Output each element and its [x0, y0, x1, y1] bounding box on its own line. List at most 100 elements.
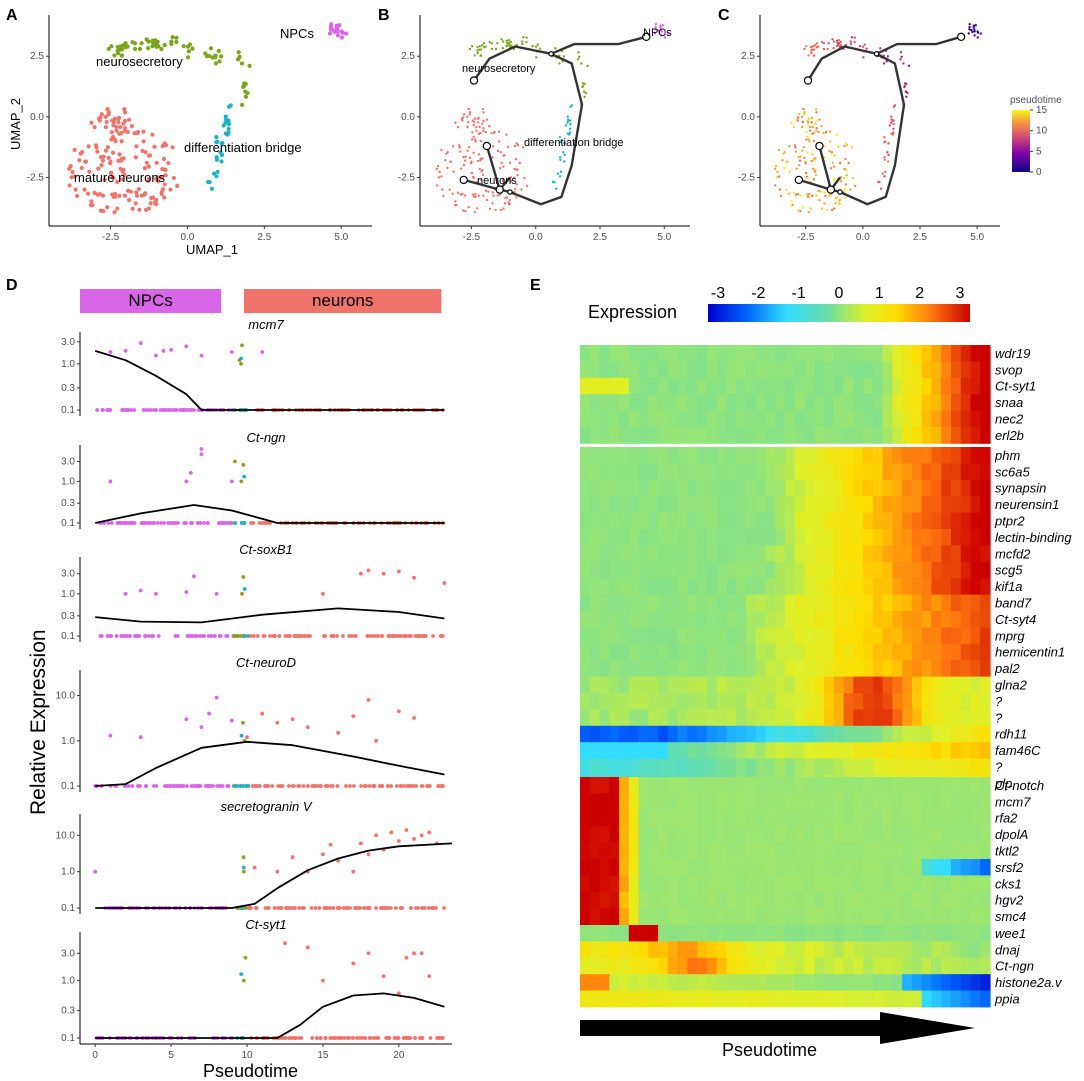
cell-point-pseudotime — [834, 196, 838, 200]
heatmap-cell — [599, 394, 610, 411]
heatmap-cell — [980, 891, 991, 909]
heatmap-cell — [843, 758, 854, 776]
heatmap-cell — [648, 758, 659, 776]
heatmap-cell — [902, 427, 913, 444]
heatmap-cell — [619, 826, 630, 843]
cell-point-mature-neurons — [435, 184, 439, 187]
heatmap-cell — [638, 643, 649, 661]
cell-point-mature-neurons — [106, 155, 111, 160]
heatmap-cell — [814, 394, 825, 411]
cell-point-mature-neurons — [119, 177, 124, 182]
heatmap-cell — [648, 611, 659, 628]
heatmap-cell — [941, 394, 952, 411]
heatmap-cell — [863, 777, 874, 794]
heatmap-cell — [619, 594, 630, 612]
heatmap-cell — [726, 709, 737, 727]
heatmap-cell — [667, 594, 679, 612]
heatmap-cell — [931, 693, 942, 710]
heatmap-cell — [794, 875, 806, 893]
heatmap-cell — [755, 742, 767, 759]
heatmap-cell — [814, 627, 825, 645]
heatmap-cell — [667, 643, 679, 661]
cell-point-pseudotime — [905, 82, 908, 86]
heatmap-cell — [648, 974, 659, 991]
cell-point-mature-neurons — [114, 128, 119, 133]
heatmap-cell — [599, 974, 610, 991]
heatmap-cell — [638, 377, 649, 395]
heatmap-cell — [853, 990, 864, 1008]
cell-point-pseudotime — [906, 91, 909, 95]
heatmap-cell — [950, 447, 962, 464]
heatmap-cell — [677, 545, 688, 563]
cell-point-neurosecretory — [586, 64, 589, 68]
heatmap-cell — [716, 529, 728, 546]
heatmap-cell — [794, 611, 806, 628]
cell-point-neurosecretory — [150, 38, 155, 43]
heatmap-cell — [667, 891, 679, 909]
heatmap-cell — [609, 742, 620, 759]
heatmap-cell — [872, 345, 884, 362]
expression-point-neuron — [366, 568, 371, 573]
cell-point-mature-neurons — [516, 143, 520, 147]
heatmap-cell — [697, 377, 708, 395]
heatmap-cell — [824, 693, 835, 710]
heatmap-cell — [931, 643, 942, 661]
expression-point-neuron — [404, 955, 409, 960]
heatmap-cell — [745, 394, 757, 411]
heatmap-cell — [911, 908, 923, 925]
cell-point-pseudotime — [798, 159, 802, 162]
heatmap-cell — [697, 925, 708, 942]
heatmap-cell — [736, 377, 747, 395]
heatmap-cell — [980, 361, 991, 379]
gene-expression-panel-d: NPCs neurons mcm73.01.00.30.1Ct-ngn3.01.0… — [27, 289, 453, 1081]
gene-y-tick-label: 1.0 — [61, 976, 75, 987]
heatmap-cell — [619, 957, 630, 975]
heatmap-cell — [716, 990, 728, 1008]
heatmap-cell — [902, 545, 913, 563]
expression-point-bridge — [239, 356, 243, 361]
heatmap-cell — [736, 578, 747, 595]
heatmap-cell — [941, 908, 952, 925]
heatmap-gene-label: wee1 — [995, 926, 1026, 941]
expression-point-baseline — [122, 634, 126, 638]
heatmap-cell — [785, 875, 796, 893]
heatmap-cell — [970, 891, 981, 909]
trajectory-node — [469, 76, 479, 85]
heatmap-cell — [736, 611, 747, 628]
cell-point-neurosecretory — [112, 53, 117, 58]
heatmap-cell — [726, 842, 737, 860]
heatmap-cell — [785, 891, 796, 909]
heatmap-cell — [589, 529, 601, 546]
cell-point-NPCs — [654, 28, 657, 31]
heatmap-cell — [580, 377, 591, 395]
heatmap-cell — [911, 578, 923, 595]
heatmap-cell — [755, 545, 767, 563]
heatmap-cell — [785, 512, 796, 530]
heatmap-cell — [706, 957, 718, 975]
heatmap-cell — [941, 479, 952, 497]
heatmap-cell — [638, 742, 649, 759]
cell-point-neurosecretory — [583, 82, 586, 86]
heatmap-cell — [804, 793, 815, 811]
heatmap-cell — [785, 709, 796, 727]
heatmap-cell — [794, 427, 806, 444]
expression-point-baseline — [419, 906, 424, 910]
heatmap-cell — [941, 859, 952, 876]
heatmap-cell — [648, 709, 659, 727]
cell-point-mature-neurons — [515, 196, 518, 199]
heatmap-cell — [833, 529, 845, 546]
heatmap-cell — [931, 447, 942, 464]
expression-point-bridge — [239, 361, 243, 366]
expression-point-npc — [123, 591, 128, 596]
heatmap-cell — [716, 561, 728, 579]
heatmap-cell — [843, 875, 854, 893]
heatmap-cell — [619, 676, 630, 694]
heatmap-cell — [941, 891, 952, 909]
cell-point-pseudotime — [849, 188, 852, 191]
heatmap-cell — [648, 859, 659, 876]
heatmap-cell — [824, 742, 835, 759]
heatmap-cell — [697, 974, 708, 991]
heatmap-cell — [863, 361, 874, 379]
heatmap-cell — [853, 479, 864, 497]
heatmap-cell — [775, 512, 786, 530]
